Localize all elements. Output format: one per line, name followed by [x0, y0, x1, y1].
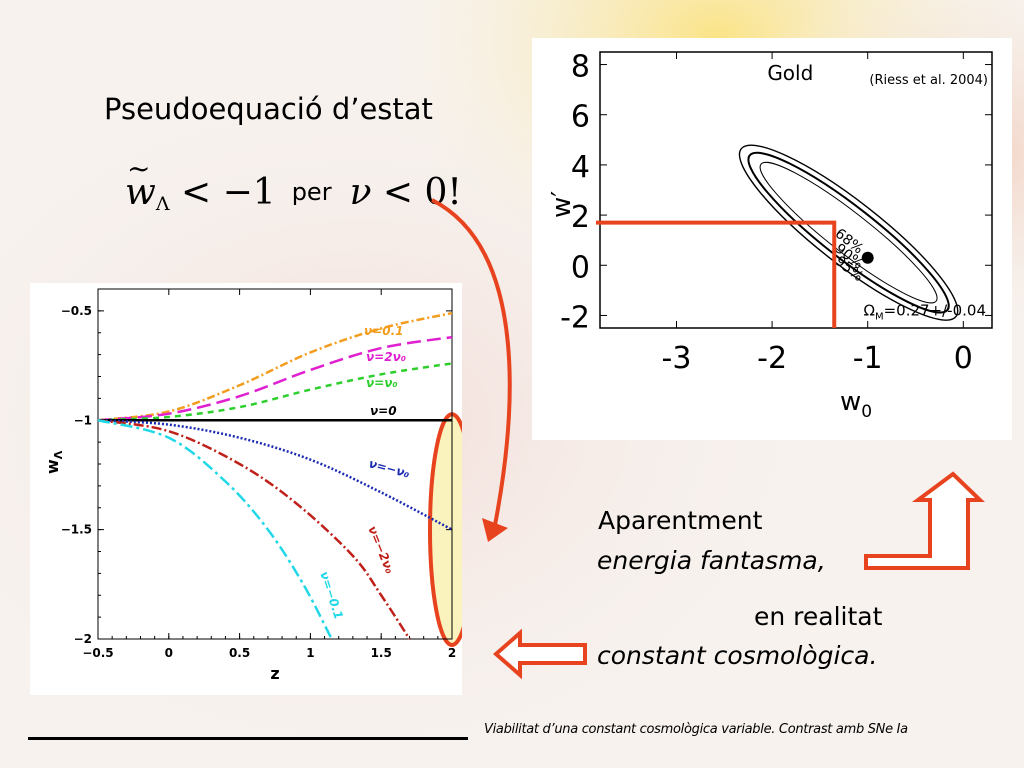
reference-label: (Riess et al. 2004) — [869, 73, 988, 88]
equation-per: per — [291, 178, 332, 206]
cosmological-constant-label: constant cosmològica. — [597, 641, 878, 670]
apparent-label: Aparentment — [598, 506, 763, 535]
y-tick-label: 2 — [571, 200, 590, 235]
x-tick-label: 0.5 — [229, 646, 250, 660]
series-label: ν=ν₀ — [366, 376, 398, 390]
series-label: ν=−2ν₀ — [365, 524, 397, 576]
y-tick-label: 0 — [571, 250, 590, 285]
y-tick-label: 4 — [571, 150, 590, 185]
x-tick-label: 2 — [448, 646, 456, 660]
w0-wprime-chart-panel: -3 -2 -1 0 8 6 4 2 0 -2 Gold (Riess et al. 2004) w0 w… — [532, 38, 1012, 440]
omega-m-label: ΩM=0.27+/-0.04 — [863, 301, 986, 322]
wlambda-chart: −0.5 0 0.5 1 1.5 2 −0.5 −1 −1.5 −2 z wΛ ν=0.1 ν=2ν₀ ν=… — [43, 288, 476, 683]
y-tick-label: 6 — [571, 100, 590, 135]
footer-rule — [28, 737, 468, 740]
series-line — [97, 362, 453, 422]
x-tick-label: -1 — [853, 341, 883, 376]
equation-tilde: ~ — [127, 152, 151, 185]
equation-sub: Λ — [155, 193, 170, 215]
plot-frame — [599, 51, 993, 329]
equation-rel2: < 0! — [371, 172, 462, 213]
equation-w-letter: w — [125, 172, 156, 213]
y-tick-label: −0.5 — [61, 304, 92, 318]
y-tick-label: −1.5 — [61, 523, 92, 537]
w0-wprime-chart: -3 -2 -1 0 8 6 4 2 0 -2 Gold (Riess et al. 2004) w0 w… — [547, 50, 993, 422]
phantom-energy-label: energia fantasma, — [597, 546, 826, 575]
slide-title: Pseudoequació d’estat — [104, 92, 433, 126]
footer-text: Viabilitat d’una constant cosmològica va… — [484, 722, 908, 737]
y-axis-label: w′ — [547, 191, 577, 218]
series-label: ν=0.1 — [364, 324, 404, 338]
x-axis-label: z — [270, 664, 279, 683]
equation-rel: < −1 — [169, 172, 276, 213]
series-line — [97, 419, 333, 640]
x-tick-label: 1.5 — [371, 646, 392, 660]
y-tick-label: −2 — [74, 632, 92, 646]
in-reality-label: en realitat — [754, 602, 883, 631]
series-label: ν=−ν₀ — [367, 456, 412, 481]
equation: ~ wΛ < −1 per ν < 0! — [125, 152, 462, 215]
gold-label: Gold — [767, 61, 813, 85]
reference-lines — [596, 220, 837, 328]
series-label: ν=2ν₀ — [366, 350, 407, 364]
x-tick-label: -3 — [662, 341, 692, 376]
y-axis-label: wΛ — [43, 450, 65, 474]
wlambda-chart-panel: −0.5 0 0.5 1 1.5 2 −0.5 −1 −1.5 −2 z wΛ ν=0.1 ν=2ν₀ ν=… — [30, 283, 476, 695]
x-tick-label: 0 — [165, 646, 173, 660]
series-line — [97, 419, 411, 640]
equation-nu: ν — [349, 172, 372, 213]
x-tick-label: 1 — [306, 646, 314, 660]
x-tick-label: 0 — [954, 341, 973, 376]
x-axis-label: w0 — [840, 387, 872, 422]
y-tick-label: −1 — [74, 413, 92, 427]
equation-w: ~ wΛ — [125, 152, 170, 215]
series-label: ν=0 — [370, 404, 397, 418]
y-tick-label: -2 — [560, 300, 590, 335]
x-tick-label: -2 — [757, 341, 787, 376]
series-line — [97, 311, 453, 422]
x-tick-label: −0.5 — [82, 646, 113, 660]
best-fit-point — [861, 251, 874, 264]
series-line — [97, 335, 453, 422]
series-label: ν=−0.1 — [317, 570, 346, 621]
confidence-contour — [738, 144, 959, 321]
y-tick-label: 8 — [571, 50, 590, 85]
